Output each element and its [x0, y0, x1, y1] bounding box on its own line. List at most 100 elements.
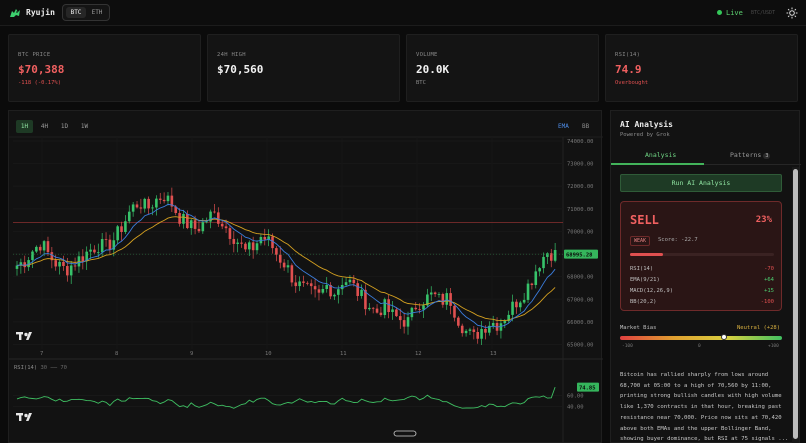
- candle-body: [27, 260, 30, 268]
- x-tick-label: 9: [190, 351, 193, 357]
- candle: [69, 260, 73, 284]
- candle: [236, 238, 239, 253]
- candle-body: [100, 239, 104, 253]
- x-tick-label: 12: [415, 351, 422, 357]
- candle-body: [391, 309, 394, 313]
- candle: [441, 292, 445, 308]
- candle: [286, 259, 290, 273]
- candle: [158, 192, 162, 204]
- candle-body: [499, 323, 503, 331]
- candle: [542, 252, 545, 274]
- candle-body: [275, 248, 278, 255]
- candle: [522, 293, 526, 304]
- signal-row-label: BB(20,2): [630, 299, 657, 305]
- candle-body: [143, 198, 147, 209]
- candle-body: [85, 251, 88, 262]
- candle-body: [112, 240, 116, 250]
- stat-card-high: 24H HIGH $70,560: [207, 34, 400, 102]
- timeframe-1w-button[interactable]: 1W: [80, 123, 89, 130]
- candle-body: [371, 307, 375, 309]
- candle-body: [398, 316, 402, 321]
- patterns-count-badge: 3: [763, 153, 771, 159]
- candle: [437, 292, 441, 298]
- candle: [379, 306, 383, 317]
- candle: [321, 284, 325, 295]
- candle: [364, 284, 367, 316]
- candle: [155, 195, 158, 216]
- pair-label: BTC/USDT: [751, 10, 776, 16]
- candle: [515, 299, 518, 314]
- watermark-dot: [24, 413, 28, 418]
- live-dot-icon: [717, 10, 722, 15]
- timeframe-1d-button[interactable]: 1D: [60, 123, 69, 130]
- candle-body: [522, 299, 526, 303]
- candle: [333, 293, 336, 301]
- watermark-stem: [19, 413, 22, 421]
- candle: [476, 327, 479, 344]
- candle: [313, 279, 317, 298]
- candle-body: [507, 314, 510, 321]
- candle: [507, 310, 510, 324]
- rsi-level-high: 70: [60, 365, 67, 371]
- y-tick-label: 70000.00: [567, 229, 594, 235]
- candle: [81, 249, 85, 270]
- ai-title: AI Analysis: [620, 120, 673, 129]
- candle-body: [530, 283, 534, 285]
- run-ai-analysis-button[interactable]: Run AI Analysis: [620, 174, 782, 192]
- candle: [15, 261, 19, 276]
- rsi-last-label: 74.85: [579, 385, 596, 391]
- price-chart[interactable]: 74000.00 73000.00 72000.00 71000.00 70000.00…: [9, 111, 603, 443]
- signal-row-value: -70: [764, 266, 774, 272]
- candle: [263, 228, 267, 246]
- candle: [488, 321, 491, 336]
- candle-body: [50, 252, 54, 261]
- signal-action: SELL: [630, 213, 659, 227]
- candle-body: [42, 241, 46, 251]
- tv-watermark-icon: [16, 332, 32, 340]
- symbol-btc-button[interactable]: BTC: [66, 7, 86, 18]
- candle-body: [232, 238, 236, 244]
- stat-label: BTC PRICE: [18, 52, 51, 58]
- candle-body: [538, 268, 541, 272]
- candle: [197, 220, 201, 233]
- candle-body: [139, 207, 143, 209]
- dragon-logo-icon: [10, 9, 20, 17]
- candle: [534, 264, 538, 289]
- live-status-label: Live: [726, 9, 743, 17]
- timeframe-1h-button[interactable]: 1H: [16, 120, 33, 133]
- bias-max-label: +100: [768, 344, 779, 349]
- candle-body: [155, 198, 158, 208]
- candle: [85, 246, 88, 270]
- indicator-ema-toggle[interactable]: EMA: [558, 123, 569, 130]
- last-price-label: 68995.28: [566, 252, 593, 258]
- timeframe-4h-button[interactable]: 4H: [40, 123, 49, 130]
- candle-body: [162, 199, 166, 202]
- sun-icon[interactable]: [786, 7, 798, 19]
- candle-body: [526, 283, 530, 300]
- candle: [58, 260, 61, 275]
- tab-patterns[interactable]: Patterns 3: [730, 151, 771, 159]
- symbol-eth-button[interactable]: ETH: [91, 9, 103, 16]
- candle-body: [97, 252, 100, 254]
- signal-row-label: EMA(9/21): [630, 277, 660, 283]
- confidence-bar: [630, 253, 774, 256]
- candle-body: [151, 207, 154, 209]
- scrollbar-thumb[interactable]: [793, 169, 798, 439]
- candle-body: [344, 282, 348, 285]
- stat-label: VOLUME: [416, 52, 438, 58]
- candle: [54, 255, 58, 271]
- indicator-bb-toggle[interactable]: BB: [582, 123, 590, 130]
- tab-analysis[interactable]: Analysis: [645, 151, 677, 159]
- candle-body: [282, 262, 286, 268]
- candle-body: [255, 243, 259, 251]
- candle: [35, 245, 38, 254]
- candle-body: [325, 284, 329, 290]
- candle-body: [127, 211, 131, 222]
- candle: [19, 258, 23, 274]
- candle-body: [58, 261, 61, 267]
- last-price-tag: [564, 249, 598, 259]
- candle-body: [286, 265, 290, 268]
- candle-body: [491, 322, 495, 326]
- candle: [549, 248, 553, 268]
- candle-body: [460, 325, 464, 334]
